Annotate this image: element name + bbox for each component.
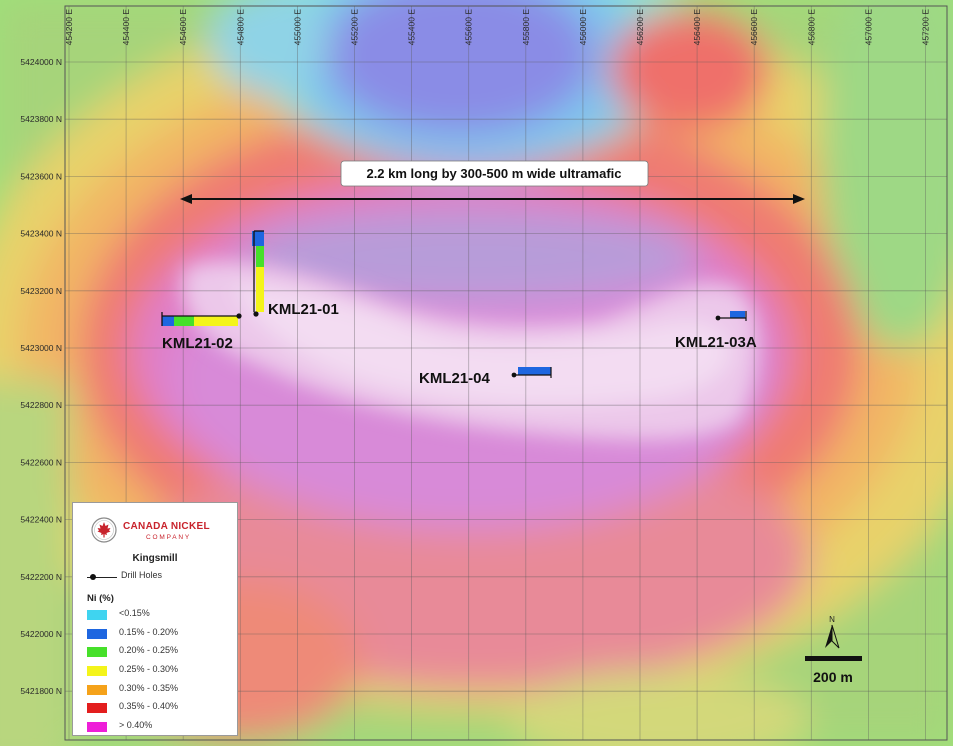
map-frame — [64, 5, 948, 741]
easting-tick-label: 455800 E — [521, 9, 531, 46]
drill-line-icon — [87, 577, 117, 578]
arrow-right-icon — [793, 194, 805, 204]
legend-title: Kingsmill — [132, 553, 178, 564]
company-name: CANADA NICKEL — [123, 521, 210, 532]
ni-swatch — [87, 684, 107, 695]
ultramafic-annotation: 2.2 km long by 300-500 m wide ultramafic — [180, 160, 805, 204]
easting-tick-label: 456000 E — [578, 9, 588, 46]
maple-leaf-logo-icon — [91, 517, 117, 543]
svg-text:N: N — [829, 615, 835, 624]
northing-tick-label: 5423800 N — [20, 114, 62, 124]
ni-swatch — [87, 666, 107, 677]
easting-tick-label: 456600 E — [749, 9, 759, 46]
annotation-text: 2.2 km long by 300-500 m wide ultramafic — [366, 166, 621, 181]
easting-tick-label: 457200 E — [921, 9, 931, 46]
ni-label: <0.15% — [119, 608, 150, 618]
easting-tick-label: 454600 E — [178, 9, 188, 46]
ni-label: 0.35% - 0.40% — [119, 701, 179, 712]
northing-tick-label: 5422400 N — [20, 515, 62, 525]
drill-hole-kml21-01[interactable]: KML21-01 — [252, 230, 339, 318]
ni-label: 0.20% - 0.25% — [119, 645, 179, 656]
northing-tick-label: 5422200 N — [20, 572, 62, 582]
north-arrow-icon: N — [825, 615, 840, 649]
ni-swatch — [87, 628, 107, 639]
arrow-left-icon — [180, 194, 192, 204]
drill-hole-kml21-04[interactable]: KML21-04 — [419, 367, 552, 387]
ni-swatch — [87, 647, 107, 658]
collar-dot-icon — [253, 311, 259, 317]
collar-dot-icon — [715, 315, 721, 321]
easting-tick-label: 455400 E — [407, 9, 417, 46]
northing-labels: 5424000 N 5423800 N 5423600 N 5423400 N 5423… — [20, 57, 62, 696]
map-legend: CANADA NICKEL COMPANY Kingsmill Drill Ho… — [72, 502, 238, 736]
drill-holes-label: Drill Holes — [121, 570, 163, 580]
northing-tick-label: 5423600 N — [20, 171, 62, 181]
easting-tick-label: 455200 E — [350, 9, 360, 46]
easting-tick-label: 454400 E — [121, 9, 131, 46]
easting-tick-label: 456800 E — [806, 9, 816, 46]
easting-tick-label: 454200 E — [64, 9, 74, 46]
collar-dot-icon — [90, 574, 96, 580]
easting-tick-label: 455600 E — [464, 9, 474, 46]
northing-tick-label: 5423000 N — [20, 343, 62, 353]
drill-hole-kml21-02[interactable]: KML21-02 — [161, 312, 242, 352]
hole-label-kml21-02: KML21-02 — [162, 335, 233, 352]
northing-tick-label: 5422800 N — [20, 400, 62, 410]
drill-hole-kml21-03a[interactable]: KML21-03A — [675, 311, 757, 351]
northing-tick-label: 5422000 N — [20, 629, 62, 639]
company-logo: CANADA NICKEL COMPANY — [91, 517, 231, 547]
ni-legend-title: Ni (%) — [87, 593, 114, 604]
hole-label-kml21-04: KML21-04 — [419, 370, 491, 387]
ni-label: 0.15% - 0.20% — [119, 626, 179, 637]
easting-tick-label: 456400 E — [692, 9, 702, 46]
ni-label: 0.30% - 0.35% — [119, 682, 179, 693]
ni-label: > 0.40% — [119, 720, 153, 731]
northing-tick-label: 5421800 N — [20, 686, 62, 696]
collar-dot-icon — [236, 313, 242, 319]
collar-dot-icon — [511, 372, 517, 378]
easting-tick-label: 455000 E — [292, 9, 302, 46]
northing-tick-label: 5423200 N — [20, 286, 62, 296]
northing-tick-label: 5423400 N — [20, 229, 62, 239]
northing-tick-label: 5422600 N — [20, 457, 62, 467]
ni-swatch — [87, 722, 107, 733]
company-subtitle: COMPANY — [146, 534, 191, 541]
ni-label: 0.25% - 0.30% — [119, 664, 179, 675]
easting-tick-label: 457000 E — [863, 9, 873, 46]
easting-tick-label: 456200 E — [635, 9, 645, 46]
scale-bar: 200 m — [805, 656, 862, 685]
hole-label-kml21-01: KML21-01 — [268, 301, 339, 318]
ni-swatch — [87, 703, 107, 714]
easting-labels: 454200 E 454400 E 454600 E 454800 E 455000 E… — [64, 9, 931, 46]
scale-bar-label: 200 m — [813, 669, 853, 685]
northing-tick-label: 5424000 N — [20, 57, 62, 67]
hole-label-kml21-03a: KML21-03A — [675, 334, 757, 351]
easting-tick-label: 454800 E — [235, 9, 245, 46]
ni-swatch — [87, 610, 107, 620]
